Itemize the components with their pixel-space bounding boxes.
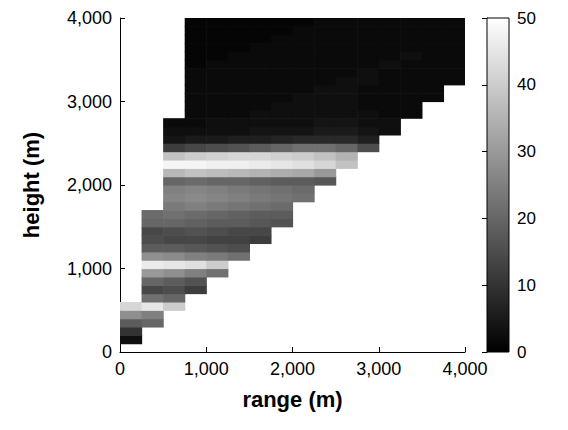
svg-text:range (m): range (m) — [242, 387, 342, 412]
svg-text:1,000: 1,000 — [184, 359, 229, 379]
svg-text:4,000: 4,000 — [442, 359, 487, 379]
svg-text:1,000: 1,000 — [67, 259, 112, 279]
svg-text:0: 0 — [102, 342, 112, 362]
svg-text:2,000: 2,000 — [67, 175, 112, 195]
svg-text:10: 10 — [517, 276, 536, 295]
svg-text:3,000: 3,000 — [67, 92, 112, 112]
svg-text:0: 0 — [517, 343, 526, 362]
svg-text:3,000: 3,000 — [356, 359, 401, 379]
svg-text:50: 50 — [517, 9, 536, 28]
svg-text:2,000: 2,000 — [270, 359, 315, 379]
svg-text:30: 30 — [517, 142, 536, 161]
svg-text:20: 20 — [517, 209, 536, 228]
svg-text:height (m): height (m) — [19, 132, 44, 238]
svg-text:4,000: 4,000 — [67, 8, 112, 28]
svg-text:40: 40 — [517, 75, 536, 94]
svg-text:0: 0 — [115, 359, 125, 379]
